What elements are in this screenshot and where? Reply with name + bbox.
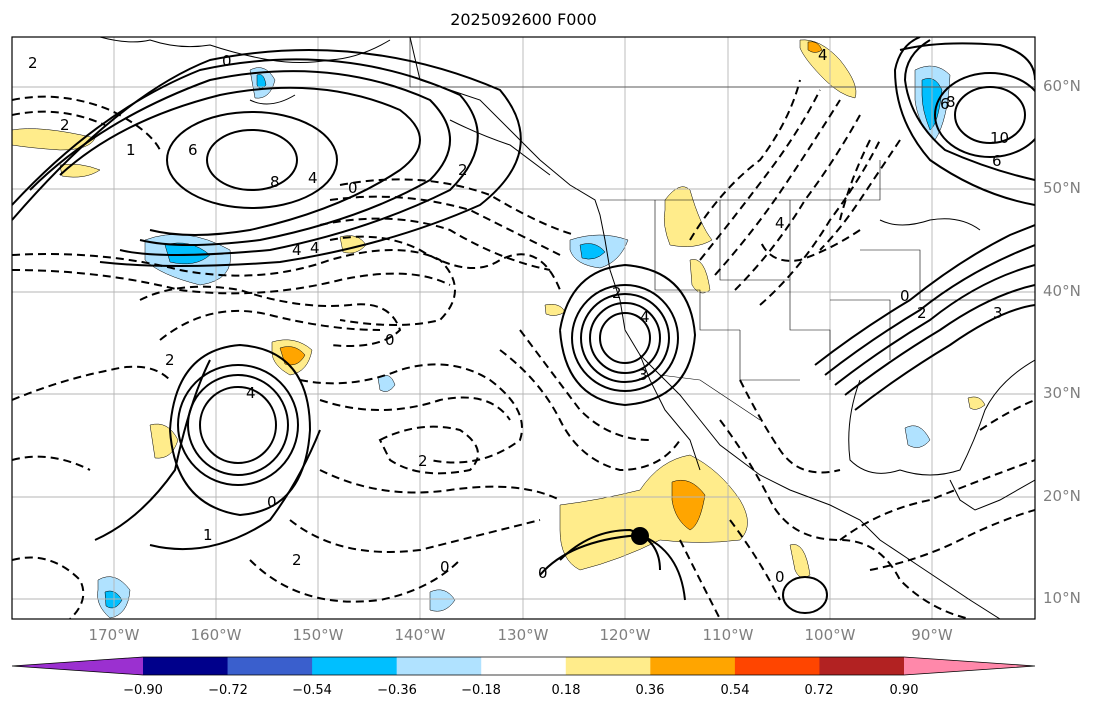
lon-label-160w: 160°W [190,626,242,644]
colorbar-label: 0.54 [720,683,750,698]
lon-label-170w: 170°W [88,626,140,644]
colorbar-segment [312,657,398,675]
contour-label: 0 [538,564,548,582]
contour-label: 8 [270,173,280,191]
lon-label-90w: 90°W [911,626,953,644]
contour-label: 2 [292,551,302,569]
colorbar-segment [143,657,229,675]
colorbar-label: −0.54 [292,683,332,698]
contour-label: 0 [775,568,785,586]
contour-label: 4 [292,241,302,259]
colorbar-segments [11,656,1036,676]
political-borders [409,37,1035,421]
colorbar-label: −0.72 [208,683,248,698]
colorbar-segment [396,657,482,675]
contour-label: 0 [440,558,450,576]
lon-label-140w: 140°W [394,626,446,644]
dashed-contours [12,79,1035,619]
lon-label-150w: 150°W [292,626,344,644]
colorbar-label: 0.18 [551,683,581,698]
contour-label: 4 [640,308,650,326]
contour-label: 2 [458,161,468,179]
contour-label: 0 [385,331,395,349]
lon-label-130w: 130°W [497,626,549,644]
contour-label: 3 [993,304,1003,322]
lat-label-60n: 60°N [1043,77,1081,95]
colorbar-segment [481,657,567,675]
colorbar [11,656,1036,676]
contour-label: 4 [310,239,320,257]
colorbar-outline [11,656,1036,676]
colorbar-segment [565,657,651,675]
colorbar-label: −0.36 [377,683,417,698]
lon-label-110w: 110°W [702,626,754,644]
contour-label: 6 [992,152,1002,170]
map-title: 2025092600 F000 [450,10,597,29]
contour-label: 2 [418,452,428,470]
contour-label: 2 [165,351,175,369]
colorbar-label: −0.90 [123,683,163,698]
contour-labels: 2 4 6 8 0 2 4 2 4 2 0 2 2 4 3 1 0 4 2 1 … [28,46,1009,586]
colorbar-label: 0.36 [635,683,665,698]
colorbar-label: 0.90 [889,683,919,698]
lat-label-10n: 10°N [1043,589,1081,607]
colorbar-segment [650,657,736,675]
lon-label-100w: 100°W [804,626,856,644]
lat-label-50n: 50°N [1043,179,1081,197]
map-frame [11,36,1036,620]
contour-label: 4 [775,214,785,232]
contour-label: 4 [818,46,828,64]
contour-label: 1 [126,141,136,159]
lat-label-40n: 40°N [1043,282,1081,300]
contour-label: 0 [900,287,910,305]
contour-label: 8 [946,93,956,111]
location-marker [631,527,649,545]
lat-label-30n: 30°N [1043,384,1081,402]
contour-label: 6 [188,141,198,159]
contour-label: 2 [612,284,622,302]
colorbar-segment [819,657,905,675]
contour-label: 0 [348,179,358,197]
colorbar-segment [227,657,313,675]
contour-label: 4 [308,169,318,187]
colorbar-segment [904,657,1035,675]
map-panel: 2 4 6 8 0 2 4 2 4 2 0 2 2 4 3 1 0 4 2 1 … [11,36,1036,620]
contour-label: 0 [267,493,277,511]
colorbar-label: −0.18 [461,683,501,698]
lat-label-20n: 20°N [1043,487,1081,505]
colorbar-segment [12,657,143,675]
contour-label: 2 [28,54,38,72]
colorbar-label: 0.72 [804,683,834,698]
lon-label-120w: 120°W [599,626,651,644]
contour-label: 2 [60,116,70,134]
colorbar-segment [734,657,820,675]
contour-label: 0 [222,52,232,70]
contour-label: 1 [203,526,213,544]
contour-label: 2 [917,304,927,322]
contour-label: 4 [246,384,256,402]
contour-label: 10 [990,129,1009,147]
contour-label: 6 [940,95,950,113]
map-background [12,37,1035,619]
contour-label: 3 [638,366,648,384]
